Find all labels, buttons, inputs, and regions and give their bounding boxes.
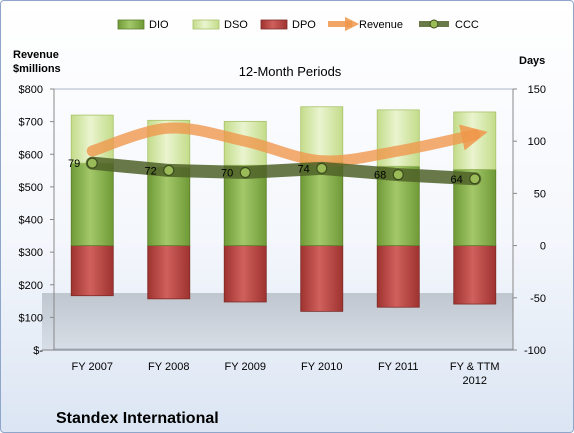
ccc-data-label: 74 [298,163,310,175]
left-axis-label-line2: $millions [13,63,61,75]
left-tick-label: $600 [19,149,43,161]
ccc-point [469,173,481,185]
bar-dpo [453,245,497,305]
left-tick-label: $800 [19,84,43,96]
ccc-point [163,164,175,177]
right-tick-label: -50 [530,293,546,305]
left-tick-label: $300 [19,247,43,259]
revenue-layer [86,122,488,167]
bar-dpo [300,245,344,312]
plot-floor [42,293,513,351]
ccc-point [392,169,404,181]
bar-dso [300,106,344,163]
bar-dpo [147,245,191,300]
x-axis-label: 2012 [463,375,487,387]
legend-label: DIO [149,19,169,31]
left-axis-label-line1: Revenue [13,49,59,61]
ccc-data-label: 68 [374,170,386,182]
left-tick-label: $100 [19,312,43,324]
ccc-point [239,166,251,179]
right-tick-label: 50 [534,188,546,200]
legend-label: CCC [455,19,479,31]
chart-title: 12-Month Periods [239,64,342,79]
right-tick-label: -100 [524,345,546,357]
right-tick-label: 0 [540,241,546,253]
bar-dpo [70,245,114,297]
legend-swatch-dpo [260,19,288,30]
ccc-data-label: 79 [68,158,80,170]
legend-label: DPO [292,19,316,31]
right-tick-label: 100 [528,136,546,148]
x-axis-labels: FY 2007 FY 2008 FY 2009 FY 2010 FY 2011 FY & … [72,361,500,387]
left-tick-label: $- [33,345,43,357]
bar-dpo [376,245,420,308]
x-axis-label: FY 2011 [378,361,419,373]
legend-swatch-dio [117,19,145,30]
right-axis-ticks: -100 -50 0 50 100 150 [513,84,546,357]
right-axis-label: Days [519,55,545,67]
legend-swatch-ccc-marker [429,19,439,29]
x-axis-label: FY 2007 [72,361,113,373]
x-axis-label: FY 2009 [225,361,266,373]
company-name: Standex International [56,410,219,427]
left-tick-label: $200 [19,280,43,292]
ccc-layer: 79 72 70 74 68 64 [68,156,482,186]
bar-dio [70,162,114,246]
ccc-data-label: 70 [221,168,233,180]
x-axis-label: FY 2010 [301,361,342,373]
legend: DIO DSO DPO Revenue CCC [117,16,479,32]
revenue-line [86,122,488,167]
legend-swatch-dso [192,19,220,30]
left-axis-ticks: $- $100 $200 $300 $400 $500 $600 $700 $800 [19,84,54,357]
ccc-data-label: 64 [451,174,463,186]
x-axis-label: FY & TTM [450,361,500,373]
left-tick-label: $500 [19,182,43,194]
ccc-data-label: 72 [145,165,157,177]
bar-dio [147,166,191,247]
left-tick-label: $400 [19,215,43,227]
ccc-point [86,157,98,169]
legend-label: Revenue [359,19,403,31]
bar-dpo [223,245,267,303]
legend-label: DSO [224,19,248,31]
ccc-point [316,162,328,174]
left-tick-label: $700 [19,117,43,129]
right-tick-label: 150 [528,84,546,96]
x-axis-label: FY 2008 [148,361,189,373]
ccc-line [85,156,482,186]
